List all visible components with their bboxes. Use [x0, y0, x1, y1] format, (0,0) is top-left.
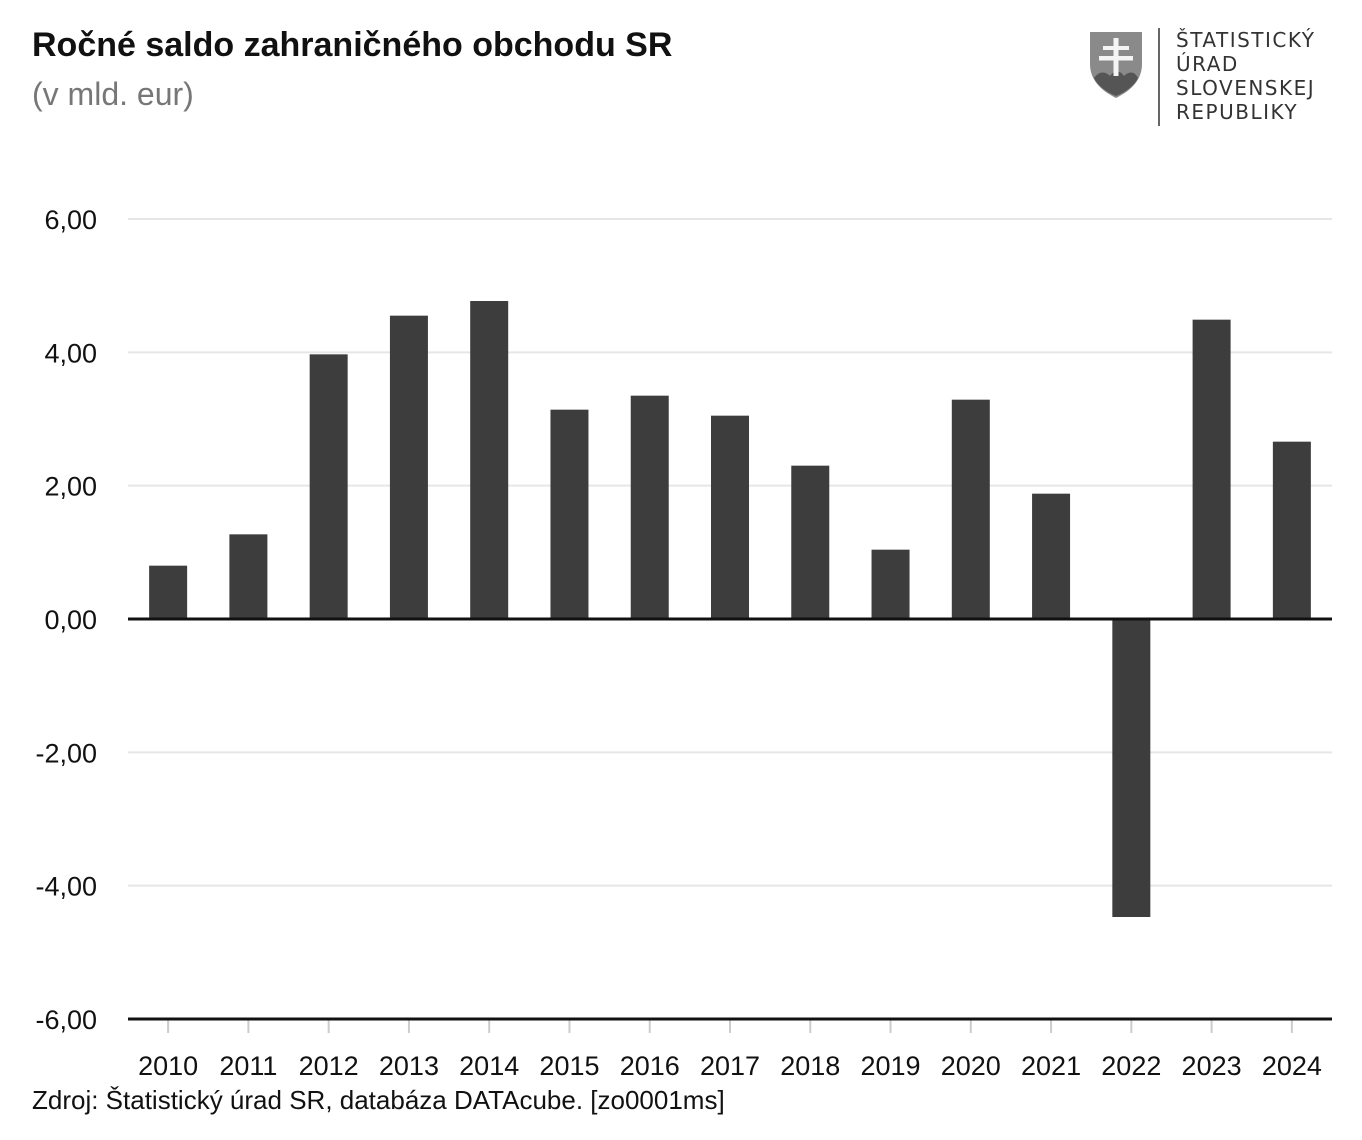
source-note: Zdroj: Štatistický úrad SR, databáza DAT…	[32, 1085, 725, 1115]
bar-2018	[791, 465, 830, 619]
x-tick-label: 2019	[860, 1051, 920, 1081]
y-tick-label: 0,00	[44, 605, 97, 635]
x-tick-label: 2012	[299, 1051, 359, 1081]
y-tick-label: 6,00	[44, 205, 97, 235]
bar-2013	[389, 315, 428, 619]
x-tick-label: 2014	[459, 1051, 519, 1081]
bar-2020	[951, 399, 990, 619]
logo-line: ÚRAD	[1176, 52, 1239, 76]
x-tick-label: 2015	[539, 1051, 599, 1081]
x-tick-label: 2020	[941, 1051, 1001, 1081]
x-tick-label: 2024	[1262, 1051, 1322, 1081]
y-tick-label: 4,00	[44, 338, 97, 368]
slovak-coat-of-arms-icon	[1090, 32, 1142, 98]
bar-2024	[1272, 441, 1311, 619]
bar-2015	[550, 409, 589, 619]
bar-2023	[1192, 319, 1231, 619]
bar-2019	[871, 549, 910, 619]
statistical-office-logo: ŠTATISTICKÝ ÚRAD SLOVENSKEJ REPUBLIKY	[1086, 28, 1336, 128]
x-tick-label: 2021	[1021, 1051, 1081, 1081]
logo-line: REPUBLIKY	[1176, 100, 1299, 124]
bar-2022	[1112, 619, 1151, 917]
x-axis-tick-labels: 2010 2011 2012 2013 2014 2015 2016 2017 2018 2019…	[138, 1051, 1322, 1081]
logo-divider	[1158, 28, 1160, 126]
x-tick-label: 2013	[379, 1051, 439, 1081]
x-tick-label: 2018	[780, 1051, 840, 1081]
x-tick-label: 2010	[138, 1051, 198, 1081]
x-tick-label: 2022	[1101, 1051, 1161, 1081]
bar-2012	[309, 354, 348, 619]
bar-2011	[229, 534, 268, 619]
y-tick-label: -6,00	[35, 1005, 97, 1035]
bar-2016	[630, 395, 669, 619]
x-tick-label: 2023	[1182, 1051, 1242, 1081]
logo-text: ŠTATISTICKÝ ÚRAD SLOVENSKEJ REPUBLIKY	[1176, 28, 1316, 124]
axes	[128, 617, 1332, 1033]
y-tick-label: 2,00	[44, 472, 97, 502]
bar-2021	[1032, 493, 1071, 619]
bar-2014	[470, 301, 509, 619]
bars	[149, 301, 1311, 917]
y-tick-label: -2,00	[35, 738, 97, 768]
y-axis-tick-labels: 6,00 4,00 2,00 0,00 -2,00 -4,00 -6,00	[35, 205, 97, 1035]
bar-2010	[149, 565, 188, 619]
chart-subtitle: (v mld. eur)	[32, 76, 194, 112]
x-tick-label: 2011	[219, 1051, 277, 1081]
y-tick-label: -4,00	[35, 872, 97, 902]
x-tick-label: 2016	[620, 1051, 680, 1081]
bar-2017	[711, 415, 749, 619]
logo-line: ŠTATISTICKÝ	[1176, 28, 1316, 52]
logo-line: SLOVENSKEJ	[1176, 76, 1316, 100]
chart-title: Ročné saldo zahraničného obchodu SR	[32, 26, 673, 64]
x-tick-label: 2017	[700, 1051, 760, 1081]
